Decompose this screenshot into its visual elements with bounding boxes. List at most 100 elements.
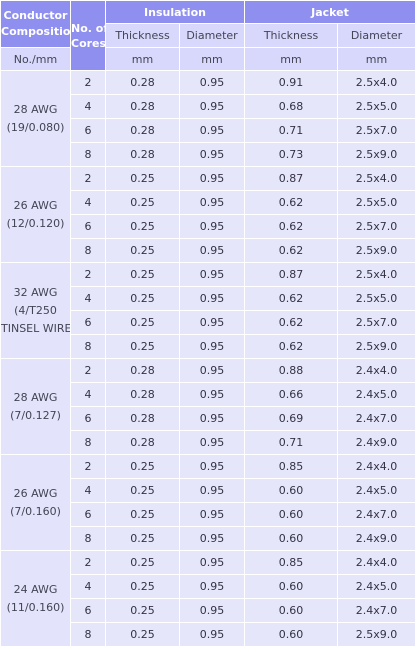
- jacket-thickness-cell: 0.60: [245, 599, 338, 622]
- jacket-diameter-cell: 2.5x9.0: [338, 335, 416, 358]
- jacket-diameter-cell: 2.4x4.0: [338, 455, 416, 478]
- cores-cell: 6: [71, 215, 105, 238]
- insulation-thickness-cell: 0.25: [106, 551, 179, 574]
- insulation-thickness-unit: mm: [106, 48, 179, 70]
- insulation-header: Insulation: [106, 1, 245, 23]
- cores-cell: 6: [71, 311, 105, 334]
- cores-cell: 8: [71, 335, 105, 358]
- cores-cell: 8: [71, 623, 105, 646]
- cores-cell: 2: [71, 455, 105, 478]
- jacket-diameter-cell: 2.5x5.0: [338, 191, 416, 214]
- conductor-label-line: 32 AWG: [13, 285, 58, 299]
- conductor-label-line: 26 AWG: [13, 198, 58, 212]
- cores-cell: 2: [71, 263, 105, 286]
- jacket-thickness-cell: 0.87: [245, 167, 338, 190]
- table-row: 4 0.25 0.95 0.60 2.4x5.0: [1, 575, 416, 598]
- insulation-diameter-cell: 0.95: [180, 143, 245, 166]
- table-row: 4 0.28 0.95 0.66 2.4x5.0: [1, 383, 416, 406]
- jacket-thickness-cell: 0.73: [245, 143, 338, 166]
- insulation-thickness-cell: 0.25: [106, 455, 179, 478]
- table-row: 6 0.25 0.95 0.62 2.5x7.0: [1, 311, 416, 334]
- jacket-diameter-cell: 2.5x9.0: [338, 143, 416, 166]
- insulation-diameter-cell: 0.95: [180, 551, 245, 574]
- insulation-thickness-cell: 0.25: [106, 215, 179, 238]
- insulation-thickness-cell: 0.28: [106, 431, 179, 454]
- cores-cell: 8: [71, 431, 105, 454]
- table-row: 8 0.28 0.95 0.73 2.5x9.0: [1, 143, 416, 166]
- jacket-thickness-header: Thickness: [245, 24, 338, 47]
- cores-header: No. of Cores: [71, 1, 105, 70]
- insulation-thickness-cell: 0.28: [106, 71, 179, 94]
- insulation-diameter-cell: 0.95: [180, 527, 245, 550]
- jacket-thickness-cell: 0.62: [245, 287, 338, 310]
- jacket-diameter-cell: 2.5x5.0: [338, 95, 416, 118]
- jacket-diameter-cell: 2.5x4.0: [338, 263, 416, 286]
- jacket-thickness-cell: 0.62: [245, 215, 338, 238]
- conductor-label-line: (11/0.160): [6, 600, 65, 614]
- jacket-thickness-cell: 0.62: [245, 311, 338, 334]
- conductor-header-line1: Conductor: [3, 9, 68, 22]
- table-row: 8 0.25 0.95 0.60 2.5x9.0: [1, 623, 416, 646]
- insulation-diameter-cell: 0.95: [180, 623, 245, 646]
- jacket-diameter-cell: 2.4x7.0: [338, 407, 416, 430]
- jacket-diameter-header: Diameter: [338, 24, 416, 47]
- jacket-thickness-cell: 0.69: [245, 407, 338, 430]
- insulation-thickness-cell: 0.28: [106, 359, 179, 382]
- insulation-thickness-cell: 0.25: [106, 479, 179, 502]
- conductor-group-label: 26 AWG (12/0.120): [1, 167, 70, 262]
- jacket-thickness-unit: mm: [245, 48, 338, 70]
- insulation-diameter-header: Diameter: [180, 24, 245, 47]
- jacket-diameter-cell: 2.5x9.0: [338, 623, 416, 646]
- insulation-thickness-cell: 0.25: [106, 623, 179, 646]
- insulation-diameter-cell: 0.95: [180, 455, 245, 478]
- conductor-label-line: (7/0.127): [10, 408, 61, 422]
- jacket-thickness-cell: 0.68: [245, 95, 338, 118]
- insulation-thickness-cell: 0.25: [106, 311, 179, 334]
- insulation-diameter-unit: mm: [180, 48, 245, 70]
- jacket-thickness-cell: 0.60: [245, 503, 338, 526]
- insulation-diameter-cell: 0.95: [180, 575, 245, 598]
- insulation-diameter-cell: 0.95: [180, 599, 245, 622]
- jacket-diameter-cell: 2.5x4.0: [338, 71, 416, 94]
- table-row: 8 0.25 0.95 0.60 2.4x9.0: [1, 527, 416, 550]
- jacket-thickness-cell: 0.62: [245, 239, 338, 262]
- jacket-thickness-cell: 0.91: [245, 71, 338, 94]
- conductor-label-line: 28 AWG: [13, 102, 58, 116]
- conductor-group-label: 26 AWG (7/0.160): [1, 455, 70, 550]
- cores-cell: 2: [71, 359, 105, 382]
- cores-cell: 2: [71, 551, 105, 574]
- insulation-diameter-cell: 0.95: [180, 503, 245, 526]
- cores-cell: 4: [71, 191, 105, 214]
- table-row: 4 0.25 0.95 0.60 2.4x5.0: [1, 479, 416, 502]
- cores-cell: 4: [71, 95, 105, 118]
- jacket-thickness-cell: 0.60: [245, 623, 338, 646]
- cores-cell: 6: [71, 407, 105, 430]
- jacket-thickness-cell: 0.60: [245, 479, 338, 502]
- jacket-diameter-cell: 2.5x4.0: [338, 167, 416, 190]
- cores-cell: 8: [71, 527, 105, 550]
- jacket-diameter-cell: 2.5x7.0: [338, 311, 416, 334]
- conductor-header-line2: Composition: [1, 25, 70, 38]
- cores-cell: 6: [71, 599, 105, 622]
- insulation-thickness-cell: 0.25: [106, 287, 179, 310]
- header-row-sub: Thickness Diameter Thickness Diameter: [1, 24, 416, 47]
- cores-cell: 4: [71, 575, 105, 598]
- insulation-diameter-cell: 0.95: [180, 383, 245, 406]
- jacket-thickness-cell: 0.85: [245, 455, 338, 478]
- conductor-label-line: 24 AWG: [13, 582, 58, 596]
- table-row: 6 0.25 0.95 0.60 2.4x7.0: [1, 599, 416, 622]
- insulation-thickness-cell: 0.25: [106, 527, 179, 550]
- cores-cell: 2: [71, 71, 105, 94]
- jacket-thickness-cell: 0.66: [245, 383, 338, 406]
- insulation-diameter-cell: 0.95: [180, 359, 245, 382]
- header-row-units: No./mm mm mm mm mm: [1, 48, 416, 70]
- jacket-thickness-cell: 0.71: [245, 119, 338, 142]
- jacket-thickness-cell: 0.62: [245, 191, 338, 214]
- conductor-group-label: 32 AWG (4/T250 TINSEL WIRE): [1, 263, 70, 358]
- table-body: 28 AWG (19/0.080) 2 0.28 0.95 0.91 2.5x4.0 4 0.2…: [1, 71, 416, 646]
- insulation-thickness-cell: 0.28: [106, 143, 179, 166]
- conductor-group-label: 28 AWG (19/0.080): [1, 71, 70, 166]
- cores-cell: 2: [71, 167, 105, 190]
- jacket-thickness-cell: 0.60: [245, 527, 338, 550]
